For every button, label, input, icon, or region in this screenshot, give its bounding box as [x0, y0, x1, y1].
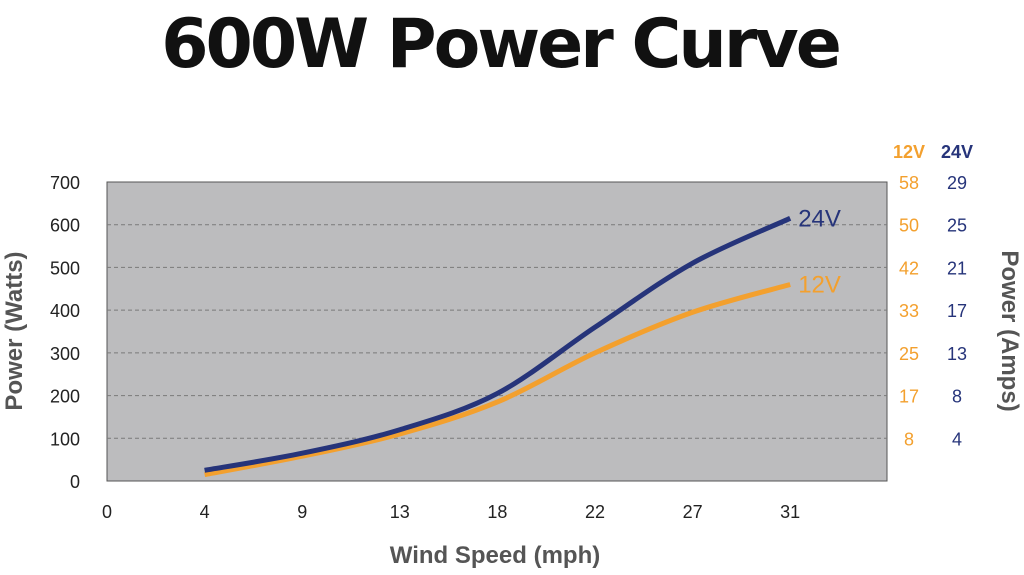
- right-tick-12v: 8: [904, 429, 914, 449]
- series-label-12v: 12V: [798, 272, 841, 299]
- x-tick-label: 0: [102, 502, 112, 522]
- right-tick-24v: 17: [947, 301, 967, 321]
- series-line-24v: [204, 216, 792, 473]
- x-tick-label: 27: [683, 502, 703, 522]
- x-tick-label: 9: [297, 502, 307, 522]
- right-tick-12v: 33: [899, 301, 919, 321]
- x-axis-ticks: 0 4 9 13 18 22 27 31: [102, 502, 800, 522]
- right-tick-12v: 17: [899, 387, 919, 407]
- right-tick-24v: 29: [947, 173, 967, 193]
- series-lines: [204, 216, 792, 478]
- right-axis-ticks: 8 4 17 8 25 13 33 17 42 21 50 25 58 29: [899, 173, 967, 449]
- y-tick-label: 600: [50, 216, 80, 236]
- x-tick-label: 22: [585, 502, 605, 522]
- y-tick-label: 300: [50, 344, 80, 364]
- right-axis-header-12v: 12V: [893, 142, 925, 162]
- gridlines: [107, 224, 887, 439]
- series-labels: 12V 24V: [798, 205, 841, 298]
- right-tick-12v: 50: [899, 216, 919, 236]
- x-tick-label: 31: [780, 502, 800, 522]
- page-title: 600W Power Curve: [161, 5, 842, 84]
- series-label-24v: 24V: [798, 205, 841, 232]
- y-axis-title: Power (Watts): [1, 251, 28, 410]
- series-line-12v: [204, 282, 791, 478]
- y-tick-label: 100: [50, 429, 80, 449]
- right-tick-24v: 4: [952, 429, 962, 449]
- right-tick-12v: 42: [899, 258, 919, 278]
- y-tick-label: 0: [70, 472, 80, 492]
- right-tick-12v: 25: [899, 344, 919, 364]
- y-tick-label: 500: [50, 258, 80, 278]
- right-tick-24v: 13: [947, 344, 967, 364]
- right-tick-24v: 8: [952, 387, 962, 407]
- x-axis-title: Wind Speed (mph): [390, 542, 600, 569]
- right-tick-24v: 25: [947, 216, 967, 236]
- x-tick-label: 13: [390, 502, 410, 522]
- x-tick-label: 4: [200, 502, 210, 522]
- x-tick-label: 18: [487, 502, 507, 522]
- left-axis-ticks: 0 100 200 300 400 500 600 700: [50, 173, 80, 492]
- right-tick-24v: 21: [947, 258, 967, 278]
- y-tick-label: 200: [50, 387, 80, 407]
- right-tick-12v: 58: [899, 173, 919, 193]
- y2-axis-title: Power (Amps): [996, 250, 1023, 411]
- y-tick-label: 700: [50, 173, 80, 193]
- y-tick-label: 400: [50, 301, 80, 321]
- right-axis-header-24v: 24V: [941, 142, 973, 162]
